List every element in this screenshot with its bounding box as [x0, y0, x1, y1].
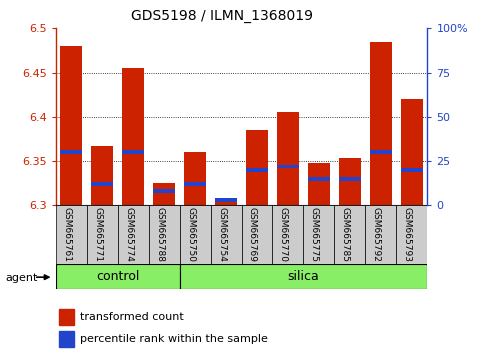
Bar — [215, 198, 237, 202]
Bar — [370, 41, 392, 205]
Text: GSM665792: GSM665792 — [372, 207, 381, 262]
FancyBboxPatch shape — [86, 205, 117, 264]
FancyBboxPatch shape — [56, 264, 180, 289]
Text: GSM665770: GSM665770 — [279, 207, 288, 262]
Text: GSM665775: GSM665775 — [310, 207, 319, 262]
Text: GSM665785: GSM665785 — [341, 207, 350, 262]
FancyBboxPatch shape — [272, 205, 303, 264]
FancyBboxPatch shape — [303, 205, 334, 264]
FancyBboxPatch shape — [180, 205, 211, 264]
Bar — [122, 68, 144, 205]
Bar — [153, 183, 175, 205]
FancyBboxPatch shape — [117, 205, 149, 264]
Text: GSM665769: GSM665769 — [248, 207, 257, 262]
Bar — [308, 177, 330, 181]
Bar — [91, 182, 113, 186]
FancyBboxPatch shape — [56, 205, 86, 264]
Text: GSM665754: GSM665754 — [217, 207, 226, 262]
Bar — [401, 99, 423, 205]
FancyBboxPatch shape — [334, 205, 366, 264]
FancyBboxPatch shape — [242, 205, 272, 264]
Bar — [184, 182, 206, 186]
Bar — [401, 168, 423, 172]
Text: GSM665793: GSM665793 — [403, 207, 412, 262]
Text: GSM665774: GSM665774 — [124, 207, 133, 262]
Text: GSM665761: GSM665761 — [62, 207, 71, 262]
Bar — [91, 146, 113, 205]
Text: control: control — [96, 270, 139, 283]
FancyBboxPatch shape — [180, 264, 427, 289]
FancyBboxPatch shape — [397, 205, 427, 264]
Text: silica: silica — [287, 270, 319, 283]
Text: GSM665750: GSM665750 — [186, 207, 195, 262]
Bar — [153, 189, 175, 193]
Bar — [215, 201, 237, 205]
Bar — [122, 150, 144, 154]
Text: GSM665771: GSM665771 — [93, 207, 102, 262]
FancyBboxPatch shape — [366, 205, 397, 264]
Bar — [277, 165, 299, 168]
Bar — [246, 130, 268, 205]
Bar — [60, 150, 82, 154]
Bar — [60, 46, 82, 205]
Text: agent: agent — [6, 273, 38, 283]
Bar — [59, 309, 74, 325]
FancyBboxPatch shape — [211, 205, 242, 264]
Bar — [370, 150, 392, 154]
FancyBboxPatch shape — [149, 205, 180, 264]
Bar — [184, 152, 206, 205]
Text: transformed count: transformed count — [80, 312, 184, 322]
Bar — [277, 112, 299, 205]
Bar — [246, 168, 268, 172]
Bar — [308, 163, 330, 205]
Text: percentile rank within the sample: percentile rank within the sample — [80, 334, 268, 344]
Text: GDS5198 / ILMN_1368019: GDS5198 / ILMN_1368019 — [131, 9, 313, 23]
Bar — [339, 158, 361, 205]
Text: GSM665788: GSM665788 — [155, 207, 164, 262]
Bar — [339, 177, 361, 181]
Bar — [59, 331, 74, 347]
